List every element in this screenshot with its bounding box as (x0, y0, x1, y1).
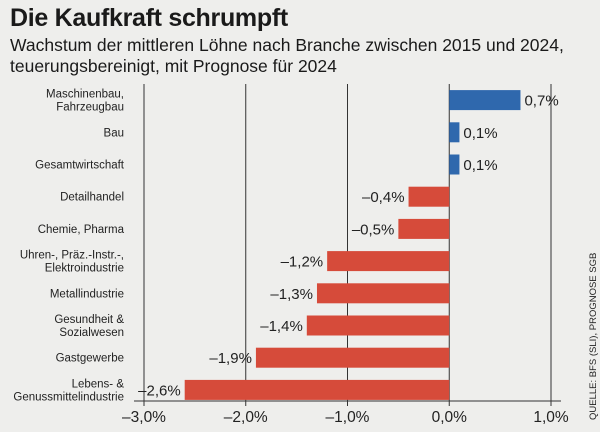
category-label-line: Chemie, Pharma (38, 224, 125, 236)
value-label: –1,9% (209, 350, 252, 367)
category-label-line: Gesundheit & (54, 314, 124, 326)
value-label: –1,3% (270, 286, 313, 303)
bar (449, 154, 460, 175)
category-label-line: Sozialwesen (59, 327, 124, 339)
category-label: Gesundheit & Sozialwesen (54, 314, 124, 339)
category-label-line: Fahrzeugbau (56, 102, 124, 114)
category-label-line: Lebens- & (72, 378, 125, 390)
x-tick-label: 0,0% (432, 409, 468, 426)
category-label-line: Uhren-, Präz.-Instr.-, (20, 250, 124, 262)
bar (306, 315, 450, 336)
bar (398, 218, 450, 239)
bar (408, 186, 450, 207)
category-label: Lebens- & Genussmittelindustrie (13, 378, 124, 403)
source-note-container: QUELLE: BFS (SLI), PROGNOSE SGB (588, 253, 600, 430)
bar (316, 283, 450, 304)
category-label-line: Gastgewerbe (56, 353, 124, 365)
chart-title: Die Kaufkraft schrumpft (10, 4, 288, 32)
value-label: 0,7% (524, 93, 558, 110)
category-label: Maschinenbau, Fahrzeugbau (46, 89, 124, 114)
category-label-line: Detailhandel (60, 192, 124, 204)
value-label: –1,4% (260, 318, 303, 335)
category-label: Gastgewerbe (56, 353, 124, 365)
category-label-line: Maschinenbau, (46, 89, 124, 101)
bar (255, 347, 450, 368)
value-label: 0,1% (463, 157, 497, 174)
bar (327, 251, 450, 272)
value-label: –0,4% (362, 189, 405, 206)
category-label-line: Bau (104, 127, 124, 139)
category-label-line: Genussmittelindustrie (13, 391, 124, 403)
bar (449, 122, 460, 143)
category-label-line: Metallindustrie (50, 288, 124, 300)
bar (449, 90, 521, 111)
value-label: –1,2% (281, 254, 324, 271)
value-label: –2,6% (138, 382, 181, 399)
bar-chart: –3,0% –2,0% –1,0% 0,0% 1,0% 0,7% Maschinenbau,… (13, 84, 569, 426)
category-label: Detailhandel (60, 192, 124, 204)
value-label: 0,1% (463, 125, 497, 142)
x-tick-label: –3,0% (122, 409, 166, 426)
chart-subtitle: Wachstum der mittleren Löhne nach Branch… (10, 35, 564, 76)
source-note: QUELLE: BFS (SLI), PROGNOSE SGB (588, 252, 599, 420)
category-label: Chemie, Pharma (38, 224, 125, 236)
category-label: Bau (104, 127, 124, 139)
category-label: Metallindustrie (50, 288, 124, 300)
x-tick-label: 1,0% (533, 409, 569, 426)
category-label-line: Gesamtwirtschaft (35, 160, 125, 172)
category-label: Gesamtwirtschaft (35, 160, 125, 172)
value-label: –0,5% (352, 221, 395, 238)
bar (184, 379, 450, 400)
x-tick-label: –2,0% (224, 409, 268, 426)
category-label: Uhren-, Präz.-Instr.-, Elektroindustrie (20, 250, 124, 275)
category-label-line: Elektroindustrie (45, 263, 124, 275)
x-tick-label: –1,0% (326, 409, 370, 426)
